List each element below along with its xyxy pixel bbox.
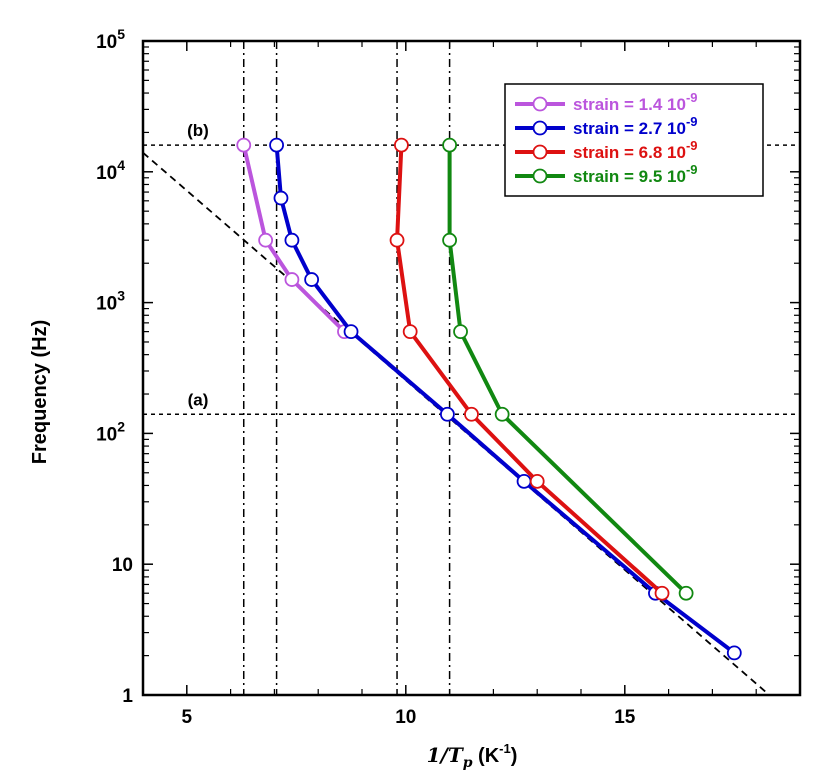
data-point xyxy=(343,324,359,340)
ref-line-label: (a) xyxy=(188,390,209,409)
series-3 xyxy=(389,137,670,601)
legend-label: strain = 6.8 10-9 xyxy=(573,138,698,162)
data-point xyxy=(516,473,532,489)
y-tick-label: 10 xyxy=(112,555,133,576)
series-layer xyxy=(236,137,742,661)
legend-swatch-marker xyxy=(532,144,548,160)
y-tick-label: 105 xyxy=(96,26,125,53)
legend-swatch-marker xyxy=(532,120,548,136)
y-axis-label: Frequency (Hz) xyxy=(29,320,51,464)
y-tick-label: 1 xyxy=(122,686,133,707)
y-tick-label: 104 xyxy=(96,157,125,184)
series-line xyxy=(274,144,736,655)
data-point xyxy=(654,585,670,601)
x-tick-label: 5 xyxy=(182,707,193,728)
legend-swatch-marker xyxy=(532,96,548,112)
series-4 xyxy=(442,137,694,601)
data-point xyxy=(273,190,289,206)
ref-line-label: (b) xyxy=(187,121,209,140)
annotations: (a) (b) xyxy=(187,121,209,409)
ticks-layer: 5 10 15 1 10 102 103 104 105 xyxy=(96,26,801,728)
data-point xyxy=(464,406,479,422)
x-axis-label-exp: -1 xyxy=(499,741,511,756)
data-point xyxy=(442,137,458,153)
data-point xyxy=(394,137,409,153)
x-tick-label: 15 xyxy=(614,707,636,728)
data-point xyxy=(284,232,300,248)
legend-label: strain = 1.4 10-9 xyxy=(573,90,698,114)
legend-swatch-marker xyxy=(532,168,548,184)
data-point xyxy=(269,137,284,153)
data-point xyxy=(453,324,468,340)
data-point xyxy=(678,585,694,601)
y-tick-label: 102 xyxy=(96,418,125,445)
x-axis-label-close: ) xyxy=(511,745,518,767)
plot-frame xyxy=(141,39,802,697)
y-tick-label: 103 xyxy=(96,288,125,315)
x-tick-label: 10 xyxy=(395,707,416,728)
x-axis-label-sub: p xyxy=(463,755,473,771)
series-line xyxy=(395,145,664,595)
legend-label: strain = 9.5 10-9 xyxy=(573,162,698,186)
x-axis-label-unit: (K xyxy=(473,745,500,767)
data-point xyxy=(284,272,300,287)
data-point xyxy=(389,232,405,248)
data-point xyxy=(529,473,545,489)
data-point xyxy=(402,324,418,340)
x-axis-label-main: 1/T xyxy=(427,743,465,767)
legend-label: strain = 2.7 10-9 xyxy=(573,114,698,138)
data-point xyxy=(726,645,742,661)
data-point xyxy=(304,272,320,287)
data-point xyxy=(442,232,458,248)
data-point xyxy=(236,137,252,153)
series-line xyxy=(447,145,688,595)
data-point xyxy=(258,232,274,248)
series-line xyxy=(241,144,346,334)
series-2 xyxy=(269,137,742,661)
x-axis-label: 1/Tp (K-1) xyxy=(427,741,518,771)
data-point xyxy=(494,406,510,422)
data-point xyxy=(440,406,455,422)
